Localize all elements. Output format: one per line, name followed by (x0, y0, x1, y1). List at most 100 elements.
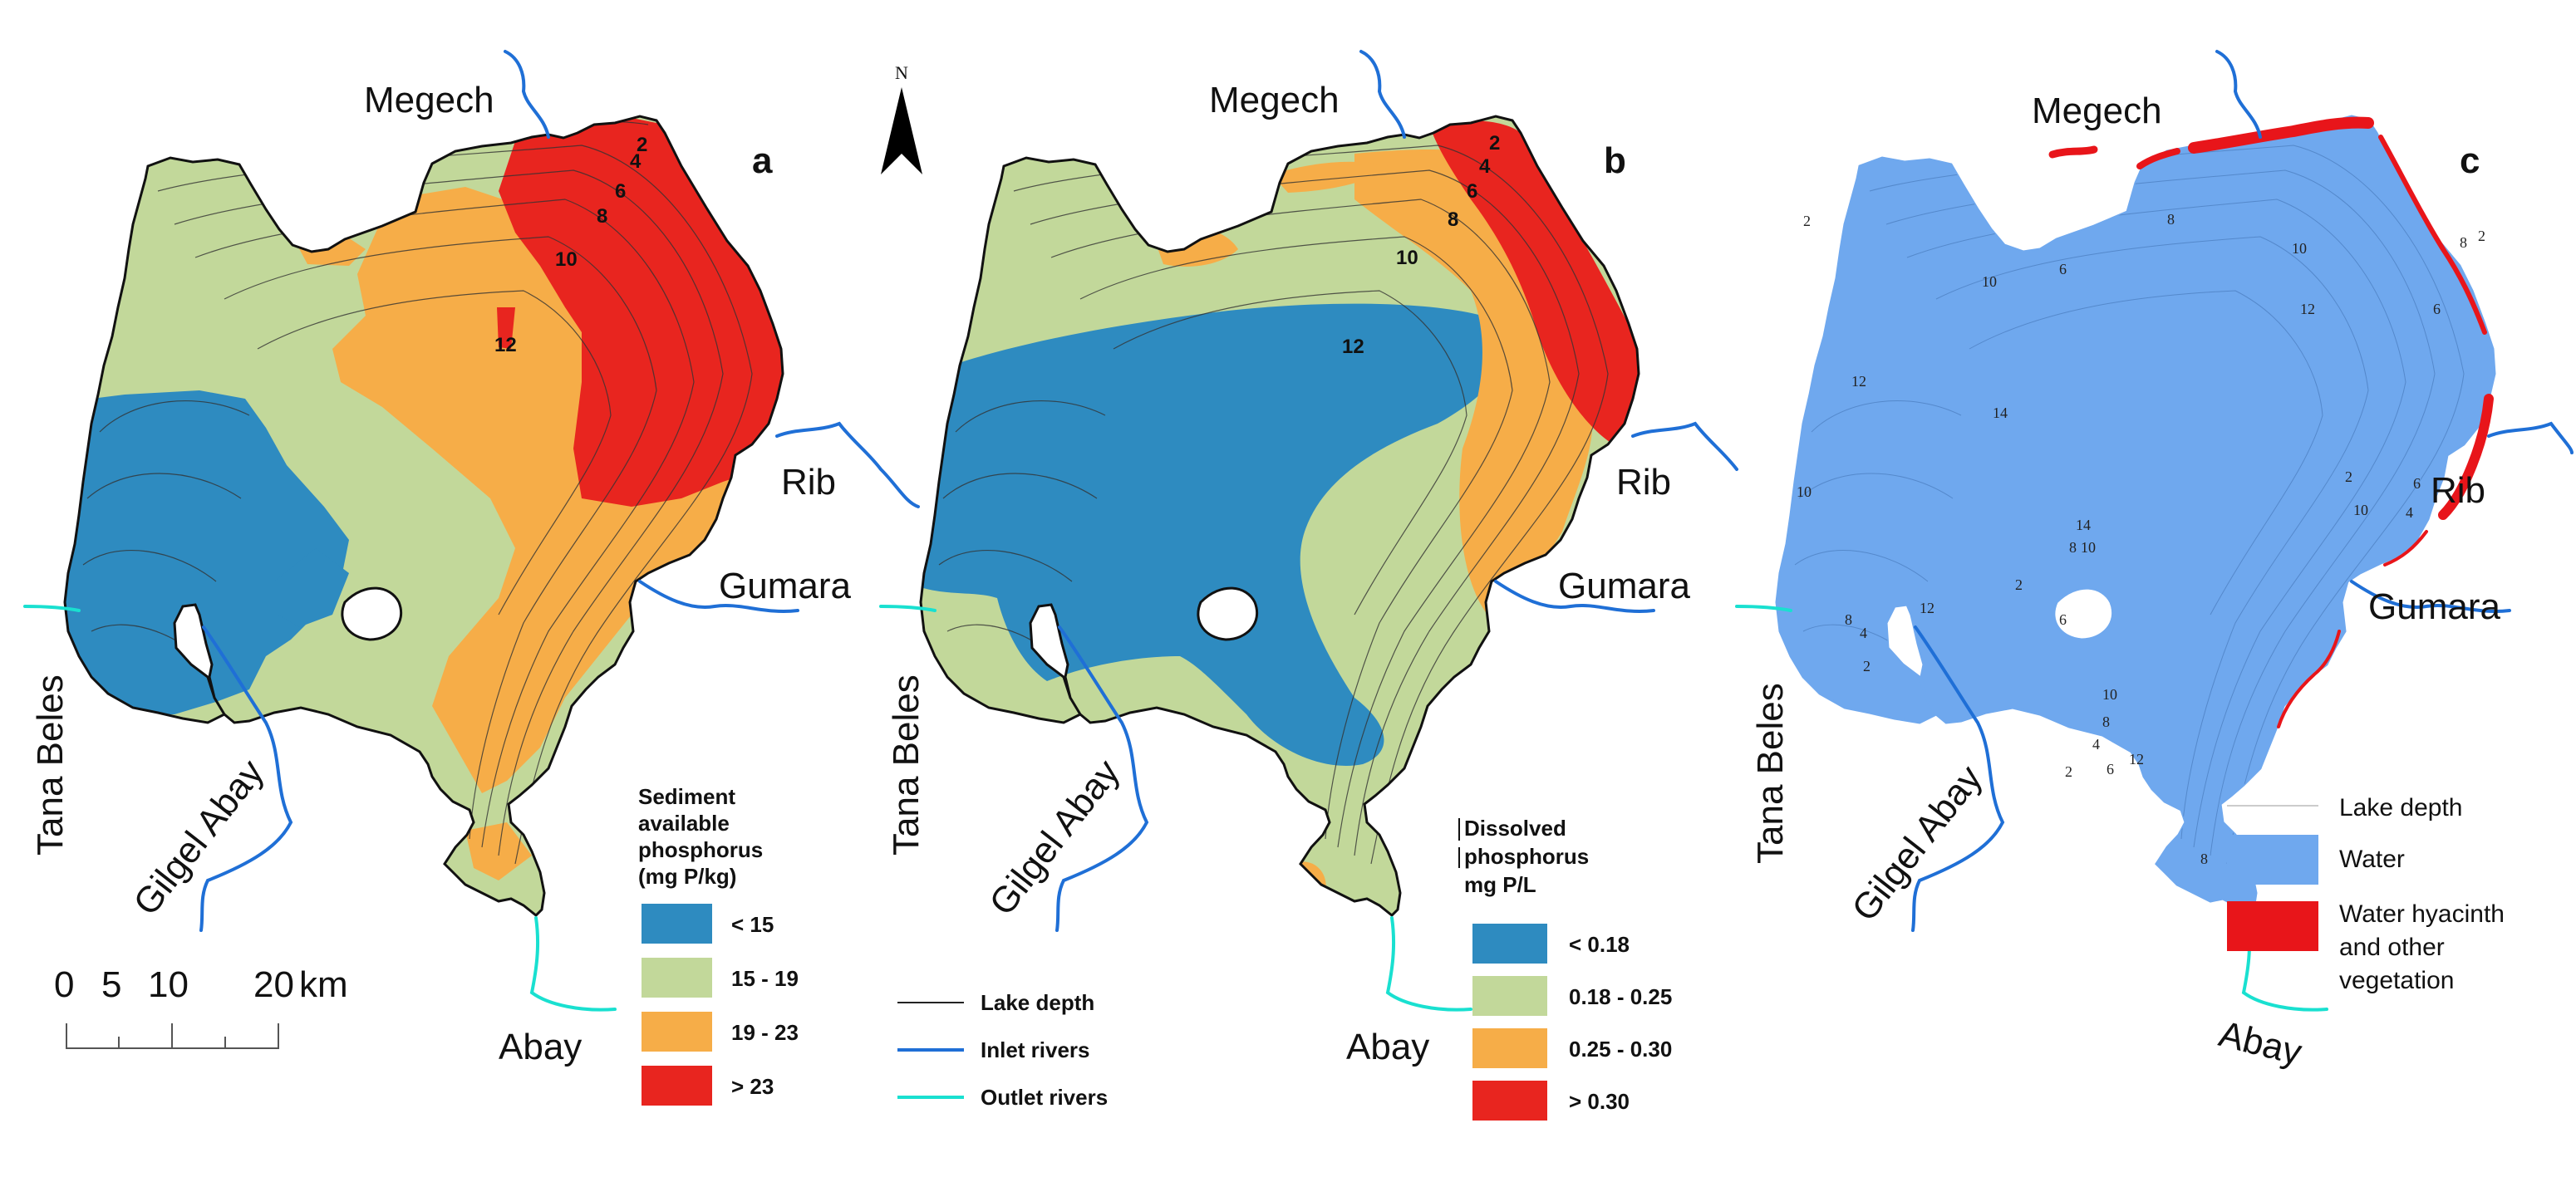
zone-19-23-c (465, 822, 532, 880)
river-gilgel-abay-a (199, 625, 293, 932)
legend-label: 0.25 - 0.30 (1569, 1037, 1672, 1062)
legend-c: Lake depth Water Water hyacinth and othe… (2227, 794, 2505, 994)
contour-label: 10 (2292, 240, 2307, 257)
contour-label: 12 (1342, 336, 1364, 358)
legend-label: < 15 (731, 912, 774, 937)
panel-b: 2 4 6 8 10 12 b N Megech Rib Gumara Tana… (879, 50, 1738, 1121)
legend-label: Inlet rivers (981, 1037, 1090, 1062)
contour-label: 2 (1489, 132, 1500, 154)
river-label-rib: Rib (2431, 470, 2485, 511)
river-label-abay: Abay (2215, 1013, 2306, 1073)
contour-label: 8 (2460, 234, 2467, 251)
contour-label: 4 (1479, 155, 1491, 178)
legend-label: Water (2339, 846, 2405, 873)
river-megech-c (2215, 50, 2262, 139)
legend-title-line: phosphorus (1464, 844, 1589, 869)
legend-label: < 0.18 (1569, 932, 1630, 957)
island-c (2052, 586, 2114, 641)
legend-title-line: (mg P/kg) (638, 864, 736, 889)
contour-label: 8 (1448, 208, 1458, 231)
river-label-rib: Rib (1616, 462, 1671, 503)
river-label-abay: Abay (1346, 1027, 1429, 1067)
contour-label: 6 (2059, 261, 2067, 277)
contour-label: 14 (2076, 517, 2091, 533)
contour-label: 2 (2345, 468, 2352, 485)
rivers-c (1735, 50, 2574, 1012)
contour-label: 12 (2300, 301, 2315, 317)
river-label-tana-beles: Tana Beles (1750, 683, 1791, 864)
contour-label: 12 (1851, 373, 1866, 390)
panel-a: 2 4 6 8 10 12 a Megech Rib Gumara Tana B… (23, 50, 920, 1106)
contour-label: 14 (1993, 405, 2008, 421)
river-tana-beles-b (879, 605, 937, 612)
contour-label: 10 (1396, 247, 1418, 269)
contour-label: 2 (2015, 576, 2023, 593)
legend-swatch (642, 958, 712, 998)
legend-swatch (1472, 976, 1547, 1016)
rivers-b (879, 50, 1738, 1012)
legend-label: Lake depth (2339, 794, 2462, 821)
river-rib-a (775, 421, 920, 508)
river-abay-b (1385, 916, 1472, 1012)
contour-label: 2 (1863, 658, 1871, 674)
contour-label: 8 (1845, 611, 1852, 628)
river-abay-a (529, 916, 617, 1012)
vegetation-patch (2048, 145, 2098, 159)
contour-labels-c: 2 10 6 8 10 12 6 8 12 14 10 10 6 4 14 8 … (1797, 211, 2485, 867)
contour-label: 4 (2092, 736, 2100, 753)
river-label-tana-beles: Tana Beles (30, 674, 71, 856)
river-rib-b (1631, 421, 1738, 471)
scale-tick-label: 0 (54, 964, 74, 1005)
contour-label: 2 (637, 134, 647, 156)
river-gumara-a (638, 580, 799, 613)
river-label-rib: Rib (781, 462, 836, 503)
river-tana-beles-c (1735, 605, 1792, 612)
zone-gt-0.30 (1429, 120, 1639, 449)
river-label-gumara: Gumara (719, 566, 851, 606)
river-label-gilgel-abay: Gilgel Abay (1844, 758, 1990, 929)
contour-label: 2 (2478, 228, 2485, 244)
contour-label: 6 (2413, 475, 2421, 492)
legend-label: 15 - 19 (731, 966, 799, 991)
contour-label: 8 (2167, 211, 2175, 228)
legend-a: Sediment available phosphorus (mg P/kg) … (638, 784, 799, 1106)
legend-label: vegetation (2339, 967, 2454, 994)
river-label-gumara: Gumara (2368, 586, 2500, 627)
river-gilgel-abay-c (1911, 625, 2005, 932)
zone-0.25-0.30-c (1271, 161, 1388, 193)
river-megech-a (504, 50, 550, 139)
scale-unit: km (299, 964, 348, 1005)
panel-c: 2 10 6 8 10 12 6 8 12 14 10 10 6 4 14 8 … (1735, 50, 2574, 1073)
contour-label: 6 (2107, 761, 2114, 777)
river-label-gilgel-abay: Gilgel Abay (125, 753, 272, 924)
vegetation-patch (2383, 530, 2428, 566)
line-legend: Lake depth Inlet rivers Outlet rivers (897, 990, 1108, 1110)
legend-label: > 23 (731, 1074, 774, 1099)
contour-label: 6 (2433, 301, 2441, 317)
contour-label: 4 (1860, 625, 1867, 641)
river-label-gilgel-abay: Gilgel Abay (981, 753, 1128, 924)
legend-swatch (1472, 1081, 1547, 1121)
contour-label: 8 (2069, 539, 2077, 556)
legend-swatch (642, 1012, 712, 1052)
contour-label: 2 (2065, 763, 2072, 780)
legend-label: > 0.30 (1569, 1089, 1630, 1114)
contour-labels-b: 2 4 6 8 10 12 (1342, 132, 1500, 358)
zone-lt-15-b (274, 548, 349, 627)
legend-label: 0.18 - 0.25 (1569, 984, 1672, 1009)
legend-title-line: available (638, 811, 730, 836)
vegetation-c (2048, 116, 2494, 728)
contour-label: 10 (1982, 273, 1997, 290)
contour-label: 8 (597, 205, 607, 228)
contour-label: 12 (1920, 600, 1934, 616)
rivers-a (23, 50, 920, 1012)
river-gilgel-abay-b (1055, 625, 1149, 932)
contour-label: 10 (1797, 483, 1812, 500)
legend-label: and other (2339, 934, 2445, 961)
vegetation-patch (2136, 148, 2180, 169)
river-megech-b (1359, 50, 1406, 139)
scale-tick-label: 10 (148, 964, 189, 1005)
legend-swatch (1472, 1028, 1547, 1068)
island-a (341, 586, 402, 641)
contour-label: 10 (2081, 539, 2096, 556)
